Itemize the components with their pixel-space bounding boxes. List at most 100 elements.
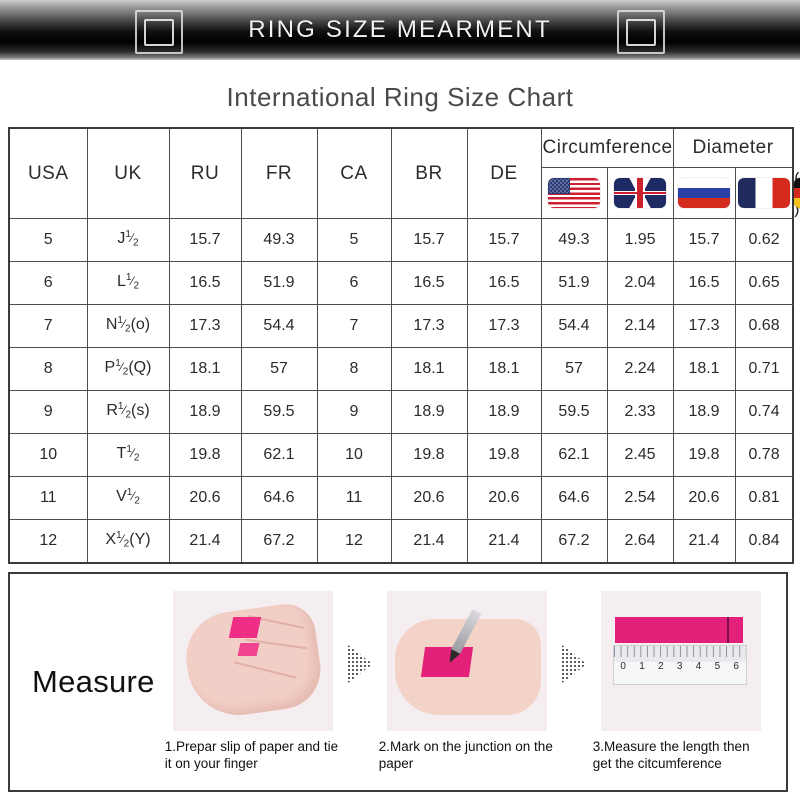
cell-de: 21.4 (466, 519, 542, 564)
cell-ca: 10 (316, 433, 392, 477)
table-row: 8 P1⁄2(Q) 18.1 57 8 18.1 18.1 57 2.24 18.1 0.71 (8, 347, 794, 391)
table-row: 10 T1⁄2 19.8 62.1 10 19.8 19.8 62.1 2.45 19.8 0.78 (8, 433, 794, 477)
cell-diameter-mm: 15.7 (672, 218, 736, 262)
measure-step-1: 1.Prepar slip of paper and tie it on you… (163, 591, 343, 773)
col-header-circumference: Circumference (540, 127, 674, 168)
uk-half-fraction: 1⁄2 (117, 401, 132, 421)
cell-br: 16.5 (390, 261, 468, 305)
cell-br: 18.1 (390, 347, 468, 391)
uk-letter: R (106, 402, 118, 420)
cell-diameter-mm: 17.3 (672, 304, 736, 348)
uk-half-fraction: 1⁄2 (117, 315, 131, 335)
table-body: 5 J1⁄2 15.7 49.3 5 15.7 15.7 49.3 1.95 15.7 0.62 6 L… (8, 218, 794, 564)
cell-ru: 15.7 (168, 218, 242, 262)
cell-ru: 16.5 (168, 261, 242, 305)
cell-circumference-mm: 67.2 (540, 519, 608, 564)
measure-label: Measure (32, 664, 155, 699)
cell-ca: 9 (316, 390, 392, 434)
flag-cell-fr (734, 167, 794, 219)
square-outline-icon-right (617, 10, 665, 54)
cell-fr: 64.6 (240, 476, 318, 520)
uk-letter: J (117, 230, 126, 248)
hand-marking-paper-with-pen-photo (386, 591, 547, 732)
cell-circumference-inch: 2.04 (606, 261, 674, 305)
ruler-number: 5 (714, 661, 721, 673)
cell-diameter-inch: 0.78 (734, 433, 794, 477)
flag-cell-uk (606, 167, 674, 219)
dotted-arrow-right-icon (346, 644, 373, 684)
cell-ru: 17.3 (168, 304, 242, 348)
table-row: 7 N1⁄2(o) 17.3 54.4 7 17.3 17.3 54.4 2.14 17.3 0.6… (8, 304, 794, 348)
cell-diameter-inch: 0.65 (734, 261, 794, 305)
cell-uk: L1⁄2 (86, 261, 170, 305)
table-row: 9 R1⁄2(s) 18.9 59.5 9 18.9 18.9 59.5 2.33 18.9 0.7… (8, 390, 794, 434)
cell-ru: 21.4 (168, 519, 242, 564)
header-banner: RING SIZE MEARMENT (0, 0, 800, 60)
cell-uk: R1⁄2(s) (86, 390, 170, 434)
cell-br: 21.4 (390, 519, 468, 564)
cell-uk: X1⁄2(Y) (86, 519, 170, 564)
cell-circumference-inch: 2.45 (606, 433, 674, 477)
cell-de: 20.6 (466, 476, 542, 520)
cell-br: 18.9 (390, 390, 468, 434)
uk-suffix: (Y) (129, 531, 151, 549)
cell-de: 15.7 (466, 218, 542, 262)
step-1-caption: 1.Prepar slip of paper and tie it on you… (164, 739, 339, 771)
cell-usa: 5 (8, 218, 88, 262)
cell-diameter-mm: 18.1 (672, 347, 736, 391)
uk-letter: X (105, 531, 117, 549)
banner-title: RING SIZE MEARMENT (248, 16, 552, 43)
cell-ru: 19.8 (168, 433, 242, 477)
table-row: 12 X1⁄2(Y) 21.4 67.2 12 21.4 21.4 67.2 2.64 21.4 0… (8, 519, 794, 564)
cell-usa: 9 (8, 390, 88, 434)
uk-half-fraction: 1⁄2 (125, 272, 140, 292)
cell-circumference-inch: 2.24 (606, 347, 674, 391)
size-table-container: USA UK RU FR CA BR DE Circumference Diam… (0, 127, 800, 564)
measure-steps: 1.Prepar slip of paper and tie it on you… (163, 591, 786, 773)
cell-fr: 62.1 (240, 433, 318, 477)
ruler-number: 6 (733, 661, 739, 673)
ruler-number: 4 (695, 661, 702, 673)
cell-usa: 10 (8, 433, 88, 477)
col-header-fr: FR (240, 127, 318, 219)
cell-fr: 59.5 (240, 390, 318, 434)
cell-uk: N1⁄2(o) (86, 304, 170, 348)
cell-fr: 54.4 (240, 304, 318, 348)
cell-diameter-inch: 0.84 (734, 519, 794, 564)
step-3-caption: 3.Measure the length then get the citcum… (592, 739, 750, 771)
cell-circumference-mm: 49.3 (540, 218, 608, 262)
cell-fr: 67.2 (240, 519, 318, 564)
cell-ca: 6 (316, 261, 392, 305)
cell-circumference-mm: 64.6 (540, 476, 608, 520)
cell-diameter-mm: 19.8 (672, 433, 736, 477)
cell-br: 20.6 (390, 476, 468, 520)
cell-circumference-mm: 62.1 (540, 433, 608, 477)
cell-usa: 12 (8, 519, 88, 564)
cell-br: 19.8 (390, 433, 468, 477)
page-title: International Ring Size Chart (226, 82, 574, 112)
cell-circumference-mm: 51.9 (540, 261, 608, 305)
cell-diameter-inch: 0.71 (734, 347, 794, 391)
cell-br: 17.3 (390, 304, 468, 348)
cell-diameter-inch: 0.74 (734, 390, 794, 434)
cell-fr: 57 (240, 347, 318, 391)
cell-br: 15.7 (390, 218, 468, 262)
uk-letter: N (105, 316, 118, 334)
cell-circumference-inch: 1.95 (606, 218, 674, 262)
col-header-br: BR (390, 127, 468, 219)
russia-flag-icon (678, 178, 731, 208)
usa-flag-icon (548, 178, 600, 208)
cell-uk: T1⁄2 (86, 433, 170, 477)
cell-uk: J1⁄2 (86, 218, 170, 262)
uk-half-fraction: 1⁄2 (126, 487, 140, 507)
uk-suffix: (o) (130, 316, 151, 334)
cell-de: 16.5 (466, 261, 542, 305)
cell-usa: 7 (8, 304, 88, 348)
uk-letter: L (116, 273, 126, 291)
uk-flag-icon (614, 178, 666, 208)
cell-usa: 8 (8, 347, 88, 391)
uk-half-fraction: 1⁄2 (125, 229, 139, 249)
